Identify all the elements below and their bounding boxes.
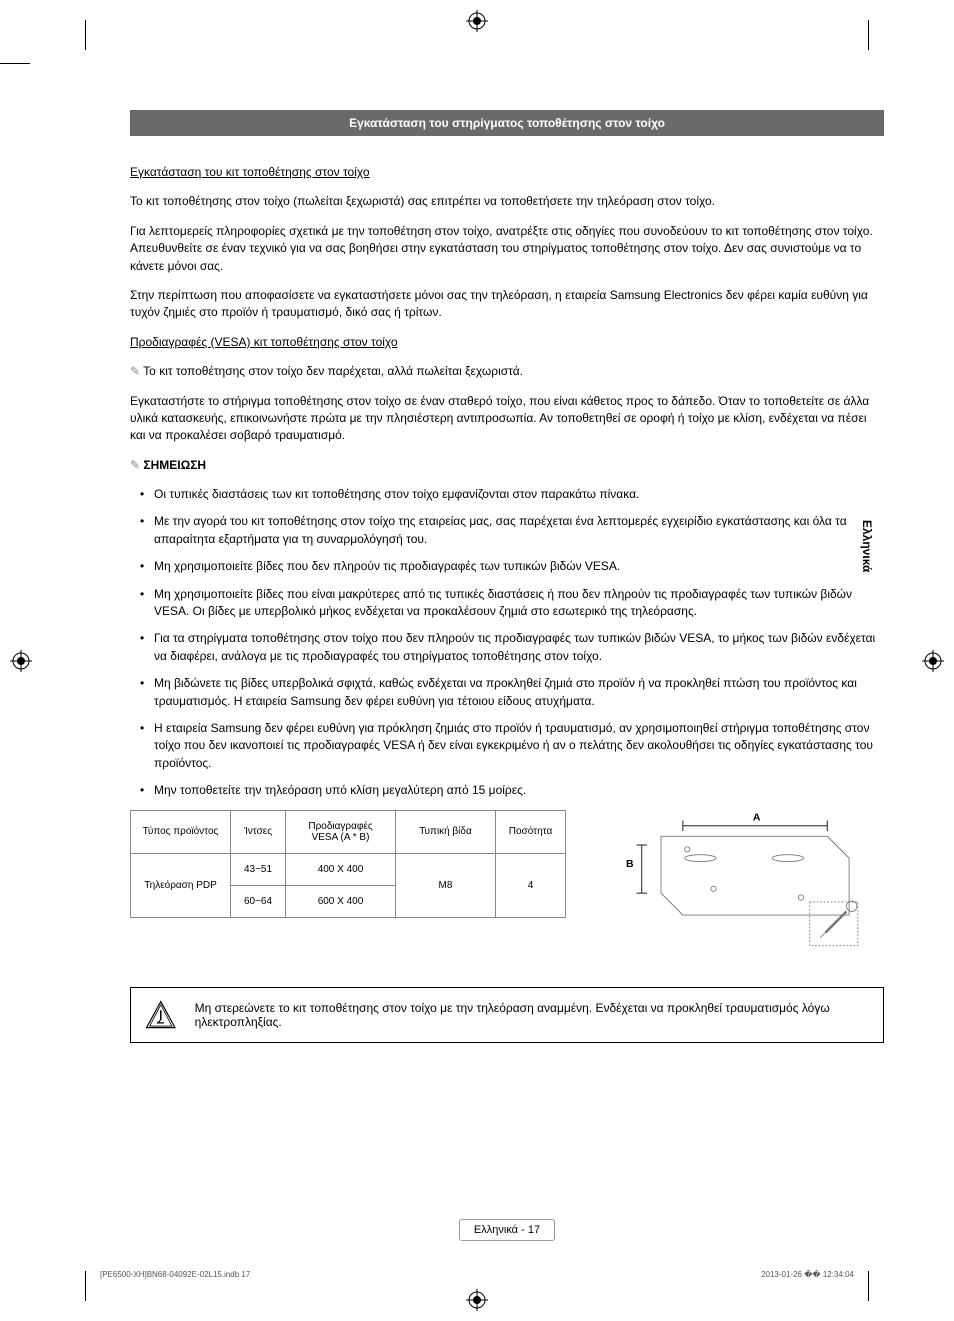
list-item: Η εταιρεία Samsung δεν φέρει ευθύνη για …	[154, 720, 884, 772]
list-item: Για τα στηρίγματα τοποθέτησης στον τοίχο…	[154, 630, 884, 665]
diagram-label-a: A	[753, 811, 761, 823]
print-footer: [PE6500-XH]BN68-04092E-02L15.indb 17 201…	[100, 1270, 854, 1279]
table-header: Τύπος προϊόντος	[131, 810, 231, 853]
page-footer: Ελληνικά - 17	[130, 1219, 884, 1241]
table-header: Προδιαγραφές VESA (A * B)	[286, 810, 396, 853]
list-item: Οι τυπικές διαστάσεις των κιτ τοποθέτηση…	[154, 486, 884, 503]
mount-diagram: A B	[578, 810, 884, 953]
list-item: Μη χρησιμοποιείτε βίδες που δεν πληρούν …	[154, 558, 884, 575]
registration-mark-icon	[466, 10, 488, 32]
table-cell: 4	[496, 853, 566, 917]
table-header: Ίντσες	[231, 810, 286, 853]
note-label-text: ΣΗΜΕΙΩΣΗ	[143, 458, 206, 472]
registration-mark-icon	[10, 650, 32, 672]
note-line: Το κιτ τοποθέτησης στον τοίχο δεν παρέχε…	[130, 363, 884, 380]
bullet-list: Οι τυπικές διαστάσεις των κιτ τοποθέτηση…	[130, 486, 884, 799]
table-cell: Τηλεόραση PDP	[131, 853, 231, 917]
registration-mark-icon	[466, 1289, 488, 1311]
body-paragraph: Στην περίπτωση που αποφασίσετε να εγκατα…	[130, 287, 884, 322]
body-paragraph: Για λεπτομερείς πληροφορίες σχετικά με τ…	[130, 223, 884, 275]
table-cell: 600 X 400	[286, 885, 396, 917]
table-cell: 60~64	[231, 885, 286, 917]
list-item: Μη χρησιμοποιείτε βίδες που είναι μακρύτ…	[154, 586, 884, 621]
list-item: Με την αγορά του κιτ τοποθέτησης στον το…	[154, 513, 884, 548]
crop-mark	[868, 1271, 869, 1301]
table-header: Τυπική βίδα	[396, 810, 496, 853]
crop-mark	[85, 1271, 86, 1301]
table-header: Ποσότητα	[496, 810, 566, 853]
body-paragraph: Το κιτ τοποθέτησης στον τοίχο (πωλείται …	[130, 193, 884, 210]
body-paragraph: Εγκαταστήστε το στήριγμα τοποθέτησης στο…	[130, 393, 884, 445]
section-title-bar: Εγκατάσταση του στηρίγματος τοποθέτησης …	[130, 110, 884, 136]
table-cell: 43~51	[231, 853, 286, 885]
list-item: Μην τοποθετείτε την τηλεόραση υπό κλίση …	[154, 782, 884, 799]
warning-text: Μη στερεώνετε το κιτ τοποθέτησης στον το…	[195, 1001, 869, 1029]
note-label: ΣΗΜΕΙΩΣΗ	[130, 457, 884, 474]
spec-table: Τύπος προϊόντος Ίντσες Προδιαγραφές VESA…	[130, 810, 566, 918]
print-footer-right: 2013-01-26 �� 12:34:04	[761, 1270, 854, 1279]
subheading: Προδιαγραφές (VESA) κιτ τοποθέτησης στον…	[130, 334, 884, 351]
diagram-label-b: B	[626, 857, 634, 869]
print-footer-left: [PE6500-XH]BN68-04092E-02L15.indb 17	[100, 1270, 250, 1279]
page-content: Εγκατάσταση του στηρίγματος τοποθέτησης …	[130, 110, 884, 1241]
table-cell: 400 X 400	[286, 853, 396, 885]
list-item: Μη βιδώνετε τις βίδες υπερβολικά σφιχτά,…	[154, 675, 884, 710]
crop-mark	[85, 20, 86, 50]
crop-mark	[0, 63, 30, 64]
subheading: Εγκατάσταση του κιτ τοποθέτησης στον τοί…	[130, 164, 884, 181]
registration-mark-icon	[922, 650, 944, 672]
warning-icon	[145, 998, 177, 1032]
crop-mark	[868, 20, 869, 50]
table-cell: M8	[396, 853, 496, 917]
page-number: Ελληνικά - 17	[459, 1219, 555, 1241]
warning-box: Μη στερεώνετε το κιτ τοποθέτησης στον το…	[130, 987, 884, 1043]
